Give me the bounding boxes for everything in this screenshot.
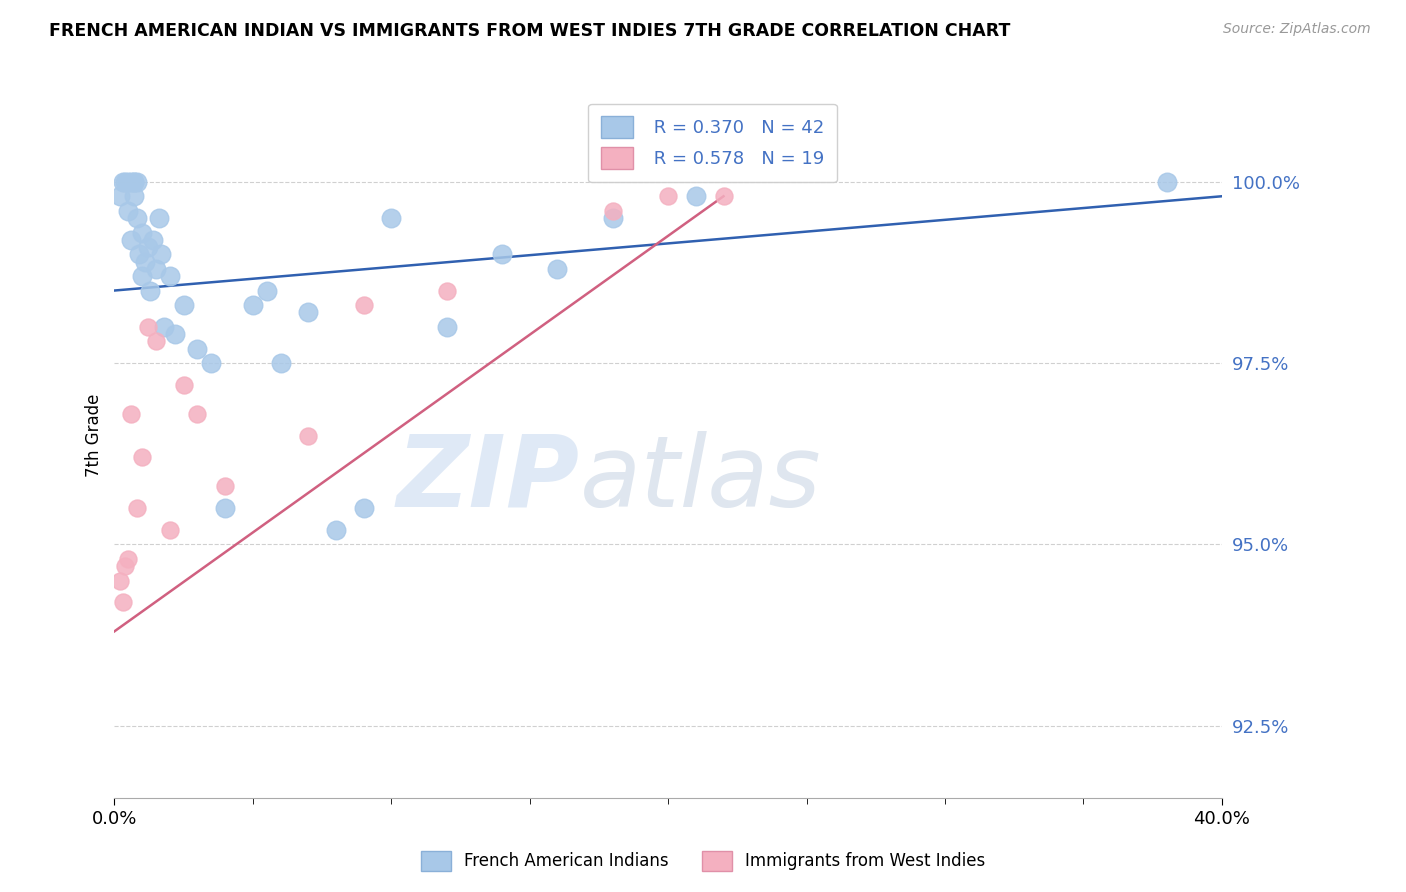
Point	[214, 501, 236, 516]
Point	[186, 342, 208, 356]
Point	[120, 407, 142, 421]
Point	[125, 501, 148, 516]
Point	[186, 407, 208, 421]
Point	[173, 298, 195, 312]
Point	[256, 284, 278, 298]
Point	[111, 595, 134, 609]
Point	[122, 175, 145, 189]
Point	[153, 319, 176, 334]
Point	[214, 479, 236, 493]
Point	[297, 428, 319, 442]
Text: ZIP: ZIP	[396, 431, 579, 527]
Point	[125, 175, 148, 189]
Text: atlas: atlas	[579, 431, 821, 527]
Point	[353, 298, 375, 312]
Point	[120, 175, 142, 189]
Point	[134, 254, 156, 268]
Point	[145, 334, 167, 349]
Point	[148, 211, 170, 225]
Point	[122, 189, 145, 203]
Point	[325, 523, 347, 537]
Legend: French American Indians, Immigrants from West Indies: French American Indians, Immigrants from…	[412, 842, 994, 880]
Point	[128, 247, 150, 261]
Point	[139, 284, 162, 298]
Point	[159, 523, 181, 537]
Point	[142, 233, 165, 247]
Legend:  R = 0.370   N = 42,  R = 0.578   N = 19: R = 0.370 N = 42, R = 0.578 N = 19	[588, 103, 837, 182]
Point	[173, 377, 195, 392]
Point	[117, 203, 139, 218]
Point	[242, 298, 264, 312]
Point	[114, 559, 136, 574]
Point	[546, 261, 568, 276]
Point	[108, 189, 131, 203]
Text: Source: ZipAtlas.com: Source: ZipAtlas.com	[1223, 22, 1371, 37]
Point	[685, 189, 707, 203]
Point	[436, 319, 458, 334]
Point	[165, 326, 187, 341]
Point	[136, 240, 159, 254]
Point	[491, 247, 513, 261]
Point	[1156, 175, 1178, 189]
Point	[120, 233, 142, 247]
Point	[122, 175, 145, 189]
Point	[125, 211, 148, 225]
Point	[150, 247, 173, 261]
Point	[602, 211, 624, 225]
Point	[602, 203, 624, 218]
Point	[117, 175, 139, 189]
Point	[131, 226, 153, 240]
Point	[657, 189, 679, 203]
Point	[131, 268, 153, 283]
Point	[159, 268, 181, 283]
Point	[713, 189, 735, 203]
Point	[145, 261, 167, 276]
Point	[380, 211, 402, 225]
Point	[200, 356, 222, 370]
Point	[114, 175, 136, 189]
Point	[297, 305, 319, 319]
Point	[136, 319, 159, 334]
Point	[270, 356, 292, 370]
Y-axis label: 7th Grade: 7th Grade	[86, 394, 103, 477]
Point	[111, 175, 134, 189]
Point	[131, 450, 153, 465]
Point	[353, 501, 375, 516]
Point	[117, 551, 139, 566]
Point	[108, 574, 131, 588]
Point	[436, 284, 458, 298]
Text: FRENCH AMERICAN INDIAN VS IMMIGRANTS FROM WEST INDIES 7TH GRADE CORRELATION CHAR: FRENCH AMERICAN INDIAN VS IMMIGRANTS FRO…	[49, 22, 1011, 40]
